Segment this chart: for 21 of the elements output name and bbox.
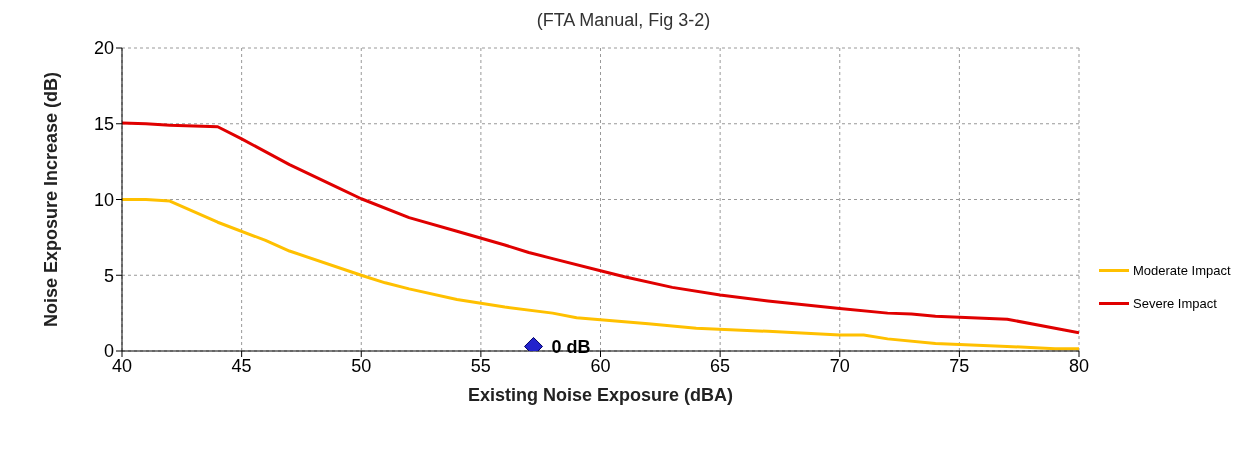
x-tick-label: 70: [829, 355, 850, 376]
y-tick-label: 20: [93, 38, 114, 59]
x-tick-label: 50: [351, 355, 372, 376]
y-tick-label: 5: [103, 265, 114, 286]
y-tick-label: 10: [93, 189, 114, 210]
x-tick-label: 60: [590, 355, 611, 376]
line-series: [122, 121, 1079, 335]
chart-title: (FTA Manual, Fig 3-2): [535, 10, 712, 31]
annotation: 0 dB: [551, 336, 591, 357]
x-axis-title: Existing Noise Exposure (dBA): [467, 385, 734, 405]
y-tick-label: 0: [103, 341, 114, 362]
x-tick-label: 75: [949, 355, 970, 376]
y-axis-title: Noise Exposure Increase (dB): [41, 71, 62, 328]
x-tick-label: 55: [470, 355, 491, 376]
x-tick-label: 45: [231, 355, 252, 376]
legend-label: Severe Impact: [1133, 296, 1217, 311]
x-tick-label: 65: [710, 355, 731, 376]
x-tick-label: 80: [1068, 355, 1090, 376]
x-tick-label: 40: [111, 355, 133, 376]
legend-label: Moderate Impact: [1133, 263, 1231, 278]
y-tick-label: 15: [93, 114, 114, 135]
